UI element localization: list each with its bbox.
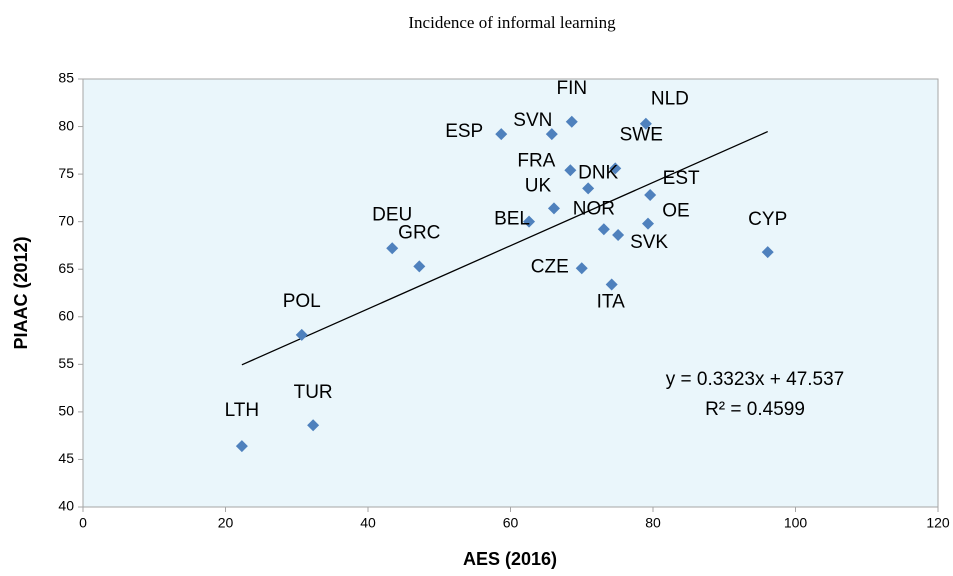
point-label: ITA	[597, 291, 625, 312]
chart-title: Incidence of informal learning	[408, 13, 616, 32]
x-tick-label: 20	[218, 515, 234, 531]
point-label: DNK	[578, 162, 618, 183]
y-tick-label: 40	[58, 498, 74, 514]
y-tick-label: 75	[58, 165, 74, 181]
point-label: POL	[283, 291, 321, 312]
x-tick-label: 80	[645, 515, 661, 531]
point	[761, 246, 774, 259]
point-label: CYP	[748, 209, 787, 230]
point	[386, 242, 399, 255]
point	[609, 162, 622, 175]
x-axis-title: AES (2016)	[463, 549, 557, 569]
point	[582, 182, 595, 195]
point	[605, 278, 618, 291]
point-label: ESP	[445, 121, 483, 142]
y-tick-label: 60	[58, 307, 74, 323]
y-tick-label: 65	[58, 260, 74, 276]
point-label: TUR	[294, 382, 333, 403]
point	[639, 117, 652, 130]
point-label: FIN	[556, 78, 587, 99]
x-tick-label: 40	[360, 515, 376, 531]
plot-area	[82, 78, 939, 508]
x-tick-label: 60	[503, 515, 519, 531]
point-label: EST	[663, 168, 700, 189]
trendline	[241, 130, 768, 366]
point	[565, 115, 578, 128]
point	[413, 260, 426, 273]
y-tick-label: 70	[58, 212, 74, 228]
point-label: SWE	[620, 124, 663, 145]
point	[523, 215, 536, 228]
point-label: OE	[662, 201, 689, 222]
point	[295, 328, 308, 341]
point	[547, 202, 560, 215]
y-tick-label: 80	[58, 117, 74, 133]
point-label: CZE	[531, 256, 569, 277]
point-label: NLD	[651, 89, 689, 110]
point	[307, 419, 320, 432]
y-tick-label: 55	[58, 355, 74, 371]
y-axis-title: PIAAC (2012)	[11, 236, 31, 349]
point	[642, 217, 655, 230]
point-label: UK	[525, 175, 552, 196]
point-label: GRC	[398, 222, 440, 243]
y-tick-label: 50	[58, 403, 74, 419]
point-label: BEL	[494, 209, 530, 230]
point	[612, 228, 625, 241]
point-label: LTH	[225, 400, 259, 421]
point-label: FRA	[517, 150, 555, 171]
point	[564, 164, 577, 177]
x-tick-label: 100	[784, 515, 808, 531]
point	[644, 189, 657, 202]
point-label: NOR	[573, 198, 615, 219]
trend-equation: y = 0.3323x + 47.537	[666, 369, 845, 390]
point-label: DEU	[372, 204, 412, 225]
point	[545, 128, 558, 141]
point	[235, 440, 248, 453]
y-tick-label: 85	[58, 70, 74, 86]
point	[575, 262, 588, 275]
point-label: SVN	[513, 110, 552, 131]
x-tick-label: 0	[79, 515, 87, 531]
y-tick-label: 45	[58, 450, 74, 466]
x-tick-label: 120	[926, 515, 950, 531]
point	[495, 128, 508, 141]
point-label: SVK	[630, 232, 668, 253]
point	[597, 223, 610, 236]
trend-r2: R² = 0.4599	[705, 399, 805, 420]
